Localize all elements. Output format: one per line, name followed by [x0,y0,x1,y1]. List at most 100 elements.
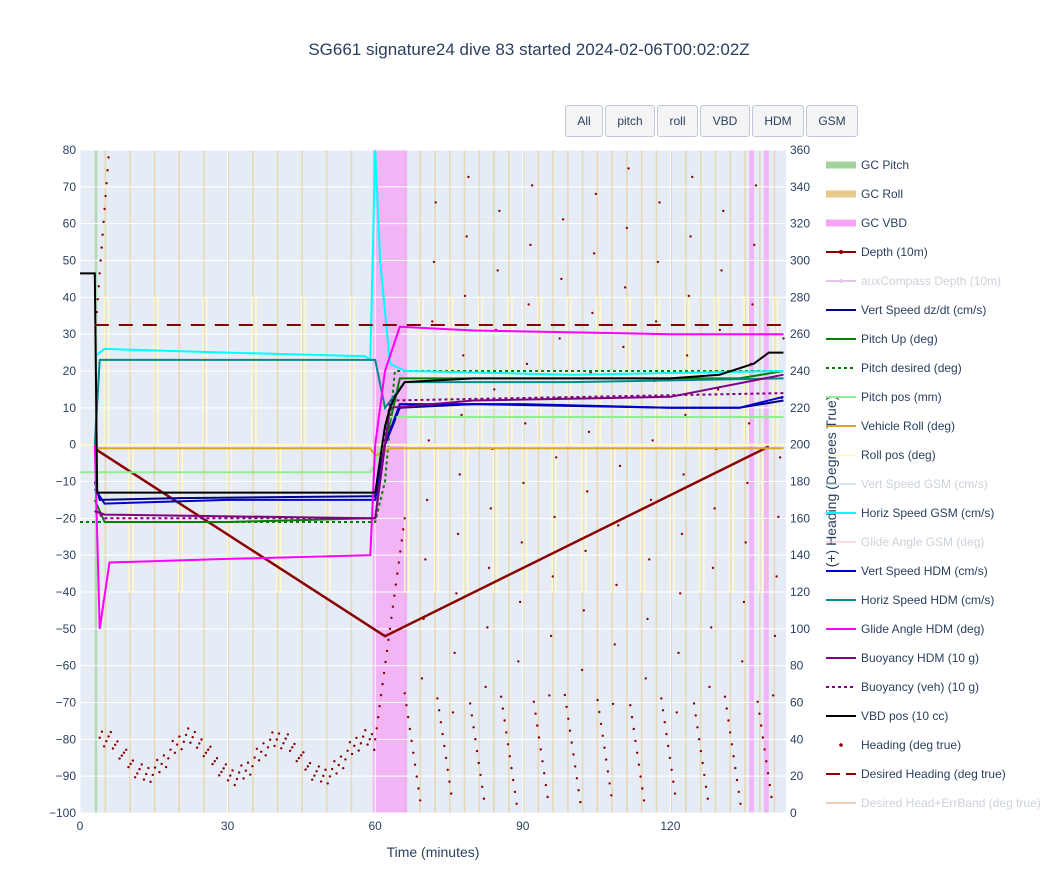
heading-marker [385,649,389,653]
heading-marker [147,766,150,770]
heading-marker [458,473,462,476]
legend-item[interactable]: Heading (deg true) [839,738,961,752]
heading-marker [373,748,376,752]
mode-button-hdm[interactable]: HDM [752,105,804,137]
heading-marker [220,770,223,774]
heading-marker [104,194,107,198]
heading-marker [106,169,109,172]
heading-marker [704,785,708,788]
legend-item[interactable]: GC Roll [826,187,903,201]
heading-marker [403,692,406,695]
heading-marker [187,727,190,730]
heading-marker [577,788,580,792]
heading-marker [584,549,587,553]
heading-marker [754,184,758,187]
heading-marker [629,703,632,707]
y2-tick-label: 220 [790,401,810,415]
heading-marker [699,749,703,753]
legend-item[interactable]: auxCompass Depth (10m) [826,274,1001,288]
legend-item[interactable]: Buoyancy HDM (10 g) [826,651,979,665]
heading-marker [759,724,763,727]
legend-label: GC VBD [861,216,907,230]
heading-marker [615,583,618,587]
heading-marker [317,765,321,768]
legend-item[interactable]: Vert Speed GSM (cm/s) [826,477,988,491]
legend-item[interactable]: Pitch desired (deg) [826,361,962,375]
heading-marker [737,790,740,794]
heading-marker [402,528,405,531]
legend-item[interactable]: Glide Angle HDM (deg) [826,622,984,636]
heading-marker [506,743,510,746]
mode-button-roll[interactable]: roll [657,105,698,137]
heading-marker [511,778,515,782]
heading-marker [453,651,456,655]
mode-button-gsm[interactable]: GSM [806,105,858,137]
heading-marker [486,626,489,629]
legend-label: Vert Speed dz/dt (cm/s) [861,303,986,317]
heading-marker [153,766,157,769]
heading-marker [359,742,363,745]
heading-marker [206,748,210,751]
heading-marker [496,269,499,272]
y-tick-label: −70 [56,696,77,710]
legend-item[interactable]: GC Pitch [826,158,909,172]
heading-marker [694,714,697,717]
heading-marker [193,730,197,734]
heading-marker [191,735,194,739]
y-tick-label: −80 [56,732,77,746]
legend-item[interactable]: Desired Heading (deg true) [826,767,1006,781]
heading-marker [144,772,148,776]
legend-item[interactable]: Buoyancy (veh) (10 g) [826,680,979,694]
heading-marker [246,761,250,764]
mode-button-all[interactable]: All [565,105,603,137]
heading-marker [98,736,101,739]
heading-marker [373,738,377,741]
heading-marker [324,768,327,771]
heading-marker [306,765,309,768]
heading-marker [773,634,777,638]
legend-item[interactable]: Pitch pos (mm) [826,390,942,404]
legend-item[interactable]: GC VBD [826,216,907,230]
series-vehicle-roll-deg- [94,447,784,457]
heading-marker [725,707,728,710]
heading-marker [315,770,318,773]
heading-marker [342,767,345,770]
legend-item[interactable]: Vehicle Roll (deg) [826,419,955,433]
legend-item[interactable]: Pitch Up (deg) [826,332,938,346]
mode-button-pitch[interactable]: pitch [605,105,655,137]
heading-marker [635,751,639,754]
heading-marker [432,260,436,264]
heading-marker [735,778,739,782]
mode-button-vbd[interactable]: VBD [700,105,750,137]
heading-marker [425,498,429,502]
heading-marker [339,755,343,758]
legend-item[interactable]: Horiz Speed HDM (cm/s) [826,593,994,607]
heading-marker [778,456,782,459]
heading-marker [654,320,658,323]
legend-item[interactable]: Desired Head+ErrBand (deg true) [826,796,1041,810]
heading-marker [592,252,596,255]
legend-item[interactable]: Vert Speed HDM (cm/s) [826,564,988,578]
y2-tick-label: 320 [790,217,810,231]
heading-marker [249,773,252,776]
heading-marker [768,783,771,787]
heading-marker [613,643,616,646]
legend-item[interactable]: Roll pos (deg) [826,448,936,462]
heading-marker [470,714,474,717]
legend-item[interactable]: Glide Angle GSM (deg) [826,535,984,549]
heading-marker [649,498,653,502]
heading-marker [515,802,518,805]
heading-marker [586,490,589,493]
y2-tick-label: 0 [790,806,797,820]
legend-item[interactable]: Depth (10m) [826,245,928,259]
heading-marker [368,737,371,741]
heading-marker [472,726,475,729]
legend-item[interactable]: Horiz Speed GSM (cm/s) [826,506,994,520]
legend-label: Vert Speed HDM (cm/s) [861,564,988,578]
heading-marker [610,794,613,797]
heading-marker [355,736,358,740]
legend-item[interactable]: Vert Speed dz/dt (cm/s) [826,303,986,317]
legend-item[interactable]: VBD pos (10 cc) [826,709,948,723]
heading-marker [151,773,155,777]
heading-marker [467,175,470,179]
